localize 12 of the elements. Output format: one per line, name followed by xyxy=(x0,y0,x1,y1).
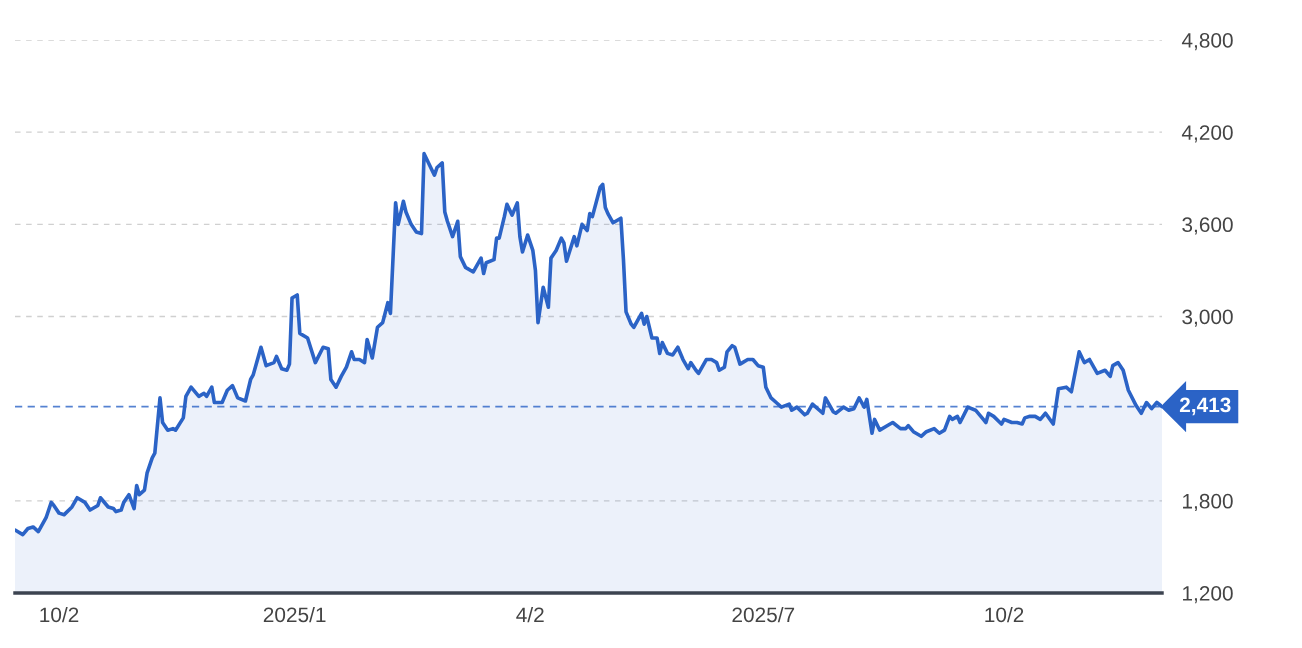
x-tick-label: 2025/1 xyxy=(263,606,326,623)
y-tick-label: 1,800 xyxy=(1183,493,1233,512)
x-tick-label: 10/2 xyxy=(40,606,79,623)
y-tick-label: 4,200 xyxy=(1181,125,1233,143)
x-tick-label: 10/2 xyxy=(985,606,1024,623)
y-tick-label: 3,600 xyxy=(1182,217,1233,235)
y-tick-label: 1,200 xyxy=(1183,586,1233,604)
x-tick-label: 2025/7 xyxy=(732,606,795,623)
y-tick-label: 3,000 xyxy=(1182,309,1233,327)
x-tick-label: 4/2 xyxy=(516,606,544,623)
y-tick-label: 4,800 xyxy=(1181,33,1233,51)
ref-line-label: 2,413 xyxy=(1179,397,1231,416)
